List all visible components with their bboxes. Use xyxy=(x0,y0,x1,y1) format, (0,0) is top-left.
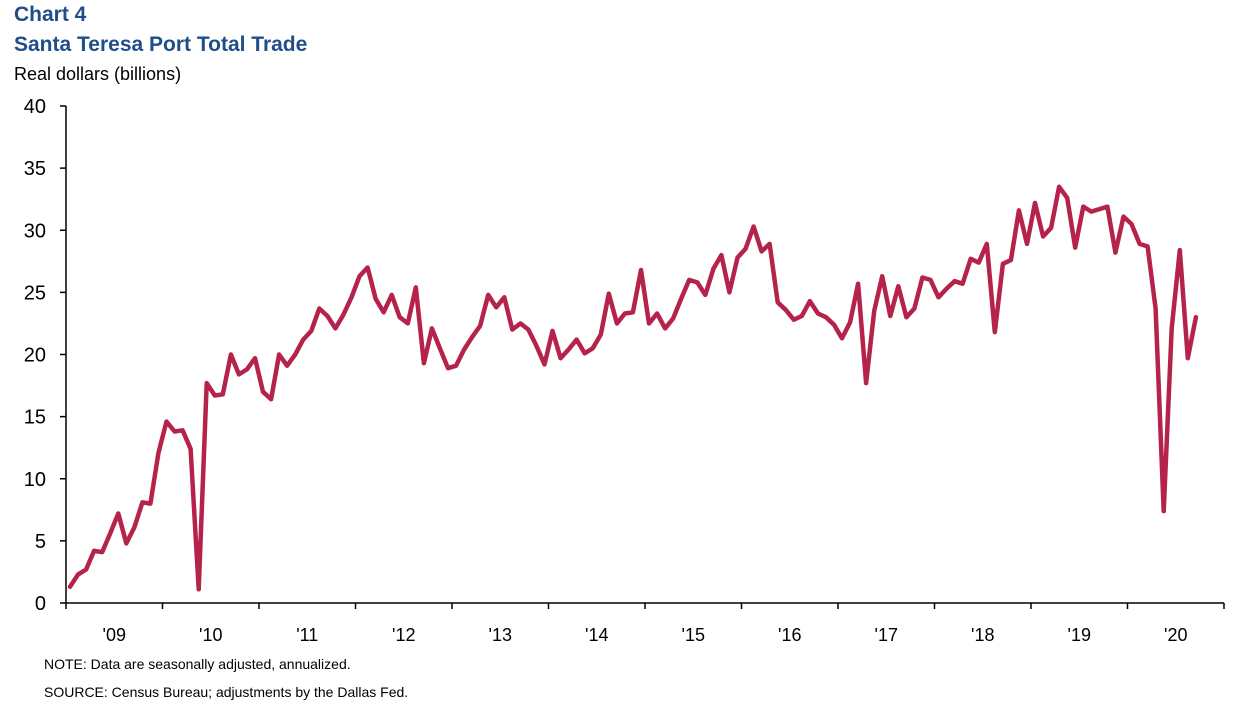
y-tick-label: 10 xyxy=(24,469,46,491)
x-tick-label: '15 xyxy=(682,625,705,645)
chart-number: Chart 4 xyxy=(14,3,87,26)
series-line xyxy=(67,184,1199,592)
x-tick-label: '14 xyxy=(585,625,608,645)
x-tick-label: '10 xyxy=(199,625,222,645)
y-tick-label: 15 xyxy=(24,407,46,429)
y-tick-label: 5 xyxy=(35,531,46,553)
chart-note: NOTE: Data are seasonally adjusted, annu… xyxy=(44,656,351,672)
x-tick-labels: '09 '10 '11 '12 '13 '14 '15 '16 '17 '18 '19 '20 xyxy=(103,625,1188,645)
y-tick-label: 20 xyxy=(24,345,46,367)
chart-title: Santa Teresa Port Total Trade xyxy=(14,33,308,56)
x-tick-label: '13 xyxy=(489,625,512,645)
x-tick-label: '11 xyxy=(296,625,318,645)
y-tick-label: 35 xyxy=(24,158,46,180)
y-tick-label: 25 xyxy=(24,282,46,304)
x-tick-label: '12 xyxy=(392,625,415,645)
chart-source: SOURCE: Census Bureau; adjustments by th… xyxy=(44,684,409,700)
x-tick-label: '16 xyxy=(778,625,801,645)
x-tick-label: '17 xyxy=(875,625,898,645)
x-tick-label: '18 xyxy=(971,625,994,645)
x-tick-label: '19 xyxy=(1068,625,1091,645)
x-tick-label: '09 xyxy=(103,625,126,645)
y-tick-label: 40 xyxy=(24,96,46,118)
y-axis-unit-label: Real dollars (billions) xyxy=(14,64,182,84)
x-tick-label: '20 xyxy=(1164,625,1187,645)
y-tick-label: 30 xyxy=(24,220,46,242)
axes xyxy=(60,105,1225,609)
y-tick-labels: 0 5 10 15 20 25 30 35 40 xyxy=(24,96,46,615)
y-tick-label: 0 xyxy=(35,593,46,615)
